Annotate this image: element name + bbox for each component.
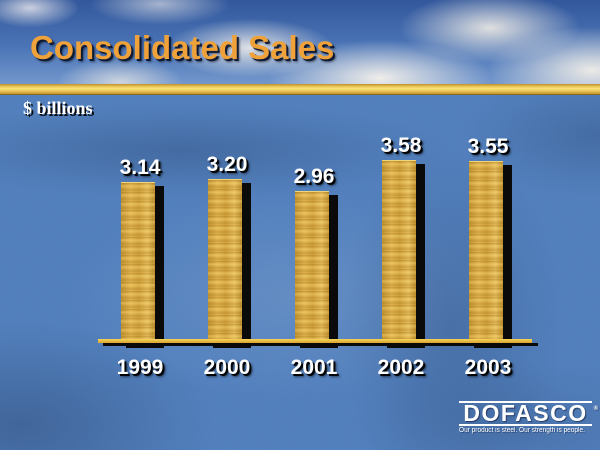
logo-wordmark: DOFASCO ® (459, 400, 598, 426)
slide-title: Consolidated Sales (30, 29, 335, 66)
units-label: $ billions (23, 98, 93, 118)
value-label: 3.20 (206, 153, 248, 176)
dofasco-logo: DOFASCO ® Our product is steel. Our stren… (459, 400, 598, 434)
value-label: 2.96 (293, 165, 335, 188)
year-label: 2002 (377, 356, 425, 379)
x-axis-line (98, 339, 532, 343)
bar-2001 (295, 191, 329, 340)
year-label: 2001 (290, 356, 338, 379)
year-label: 1999 (116, 356, 164, 379)
bar-1999 (121, 182, 155, 340)
year-label: 2003 (464, 356, 512, 379)
year-label: 2000 (203, 356, 251, 379)
axis-shadow (103, 343, 538, 346)
logo-bottom-rule (459, 424, 592, 426)
bar-2003 (469, 161, 503, 340)
logo-top-rule (459, 401, 592, 403)
value-label: 3.58 (380, 134, 422, 157)
sky-clouds-background (0, 0, 600, 84)
value-label: 3.55 (467, 135, 509, 158)
value-label: 3.14 (119, 156, 161, 179)
bar-2000 (208, 179, 242, 340)
gold-divider-bar (0, 84, 600, 95)
logo-brand-text: DOFASCO (463, 400, 588, 426)
logo-tagline: Our product is steel. Our strength is pe… (459, 427, 585, 434)
bar-2002 (382, 160, 416, 340)
registered-trademark-icon: ® (593, 406, 598, 412)
